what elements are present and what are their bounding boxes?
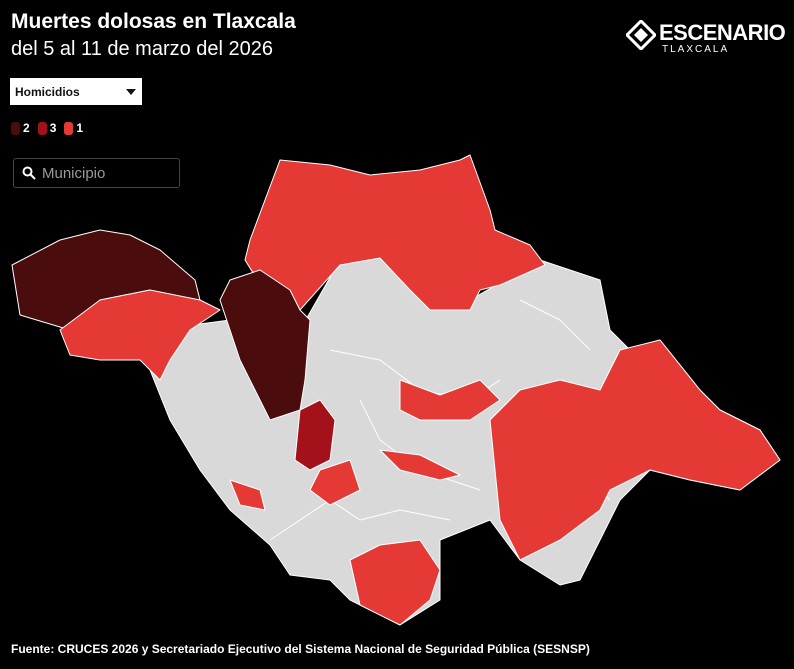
source: Fuente: CRUCES 2026 y Secretariado Ejecu… [11, 642, 590, 656]
title: Muertes dolosas en Tlaxcala [11, 10, 296, 33]
municipality[interactable] [399, 379, 501, 421]
legend-label: 3 [49, 121, 57, 135]
dropdown-arrow [126, 89, 136, 95]
logo-tagline: TLAXCALA [662, 44, 730, 55]
search-icon [22, 166, 36, 180]
municipality[interactable] [489, 339, 781, 561]
logo-icon [626, 20, 656, 50]
legend-swatch [37, 121, 47, 135]
legend-label: 2 [23, 121, 30, 135]
logo-name: ESCENARIO [659, 20, 786, 45]
municipality[interactable] [379, 449, 461, 481]
dropdown-label: Homicidios [15, 85, 80, 99]
municipality[interactable] [294, 399, 336, 471]
legend: 2 3 1 [11, 121, 83, 135]
legend-label: 1 [76, 121, 84, 135]
subtitle: del 5 al 11 de marzo del 2026 [11, 38, 274, 60]
search-placeholder: Municipio [42, 164, 106, 182]
logo: ESCENARIO TLAXCALA [626, 18, 786, 56]
legend-item: 3 [37, 121, 57, 135]
map [11, 154, 781, 626]
dropdown[interactable]: Homicidios [10, 78, 142, 105]
legend-swatch [64, 121, 74, 135]
legend-item: 2 [11, 121, 30, 135]
municipality[interactable] [349, 539, 441, 626]
municipality[interactable] [309, 459, 361, 506]
municipality[interactable] [229, 479, 266, 511]
municipality[interactable] [59, 289, 221, 381]
municipality[interactable] [219, 269, 311, 421]
legend-item: 1 [64, 121, 83, 135]
search-box[interactable]: Municipio [13, 158, 180, 188]
legend-swatch [11, 121, 20, 135]
